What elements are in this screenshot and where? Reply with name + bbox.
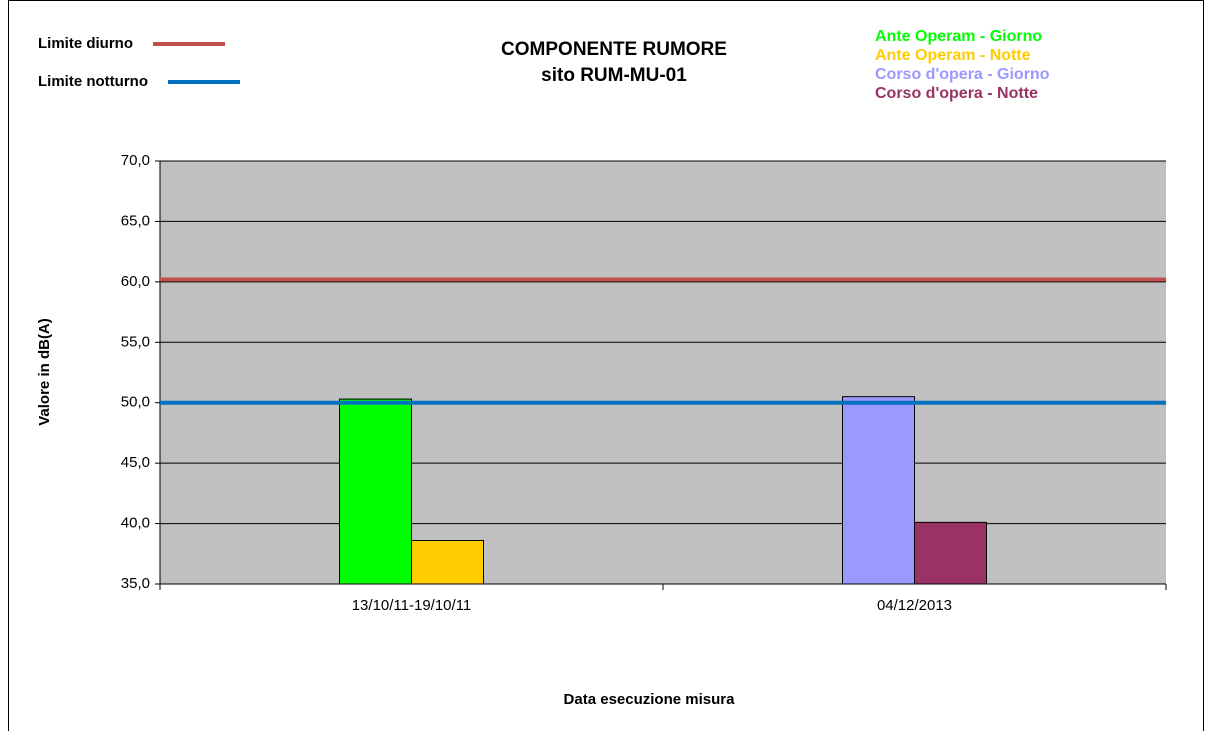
bar (914, 521, 987, 585)
y-tick-label: 40,0 (121, 515, 150, 532)
chart-title: COMPONENTE RUMORE (501, 39, 727, 60)
legend-label: Corso d'opera - Notte (875, 85, 1038, 102)
x-tick-label: 13/10/11-19/10/11 (352, 597, 472, 614)
legend-label: Ante Operam - Giorno (875, 28, 1042, 45)
y-tick-label: 35,0 (121, 575, 150, 592)
x-tick-label: 04/12/2013 (877, 597, 952, 614)
y-tick-label: 50,0 (121, 394, 150, 411)
y-tick-label: 65,0 (121, 212, 150, 229)
bar (339, 398, 412, 585)
legend-label: Corso d'opera - Giorno (875, 66, 1050, 83)
y-tick-label: 70,0 (121, 152, 150, 169)
plot-area (160, 161, 1166, 584)
chart-subtitle: sito RUM-MU-01 (541, 65, 687, 86)
x-axis-label: Data esecuzione misura (564, 691, 736, 708)
legend-label: Limite notturno (38, 73, 148, 90)
frame (8, 0, 1204, 731)
y-axis-label: Valore in dB(A) (36, 318, 53, 426)
legend-label: Limite diurno (38, 35, 133, 52)
y-tick-label: 55,0 (121, 333, 150, 350)
bar (411, 539, 484, 585)
y-tick-label: 60,0 (121, 273, 150, 290)
y-tick-label: 45,0 (121, 454, 150, 471)
legend-label: Ante Operam - Notte (875, 47, 1031, 64)
bar (842, 396, 915, 585)
